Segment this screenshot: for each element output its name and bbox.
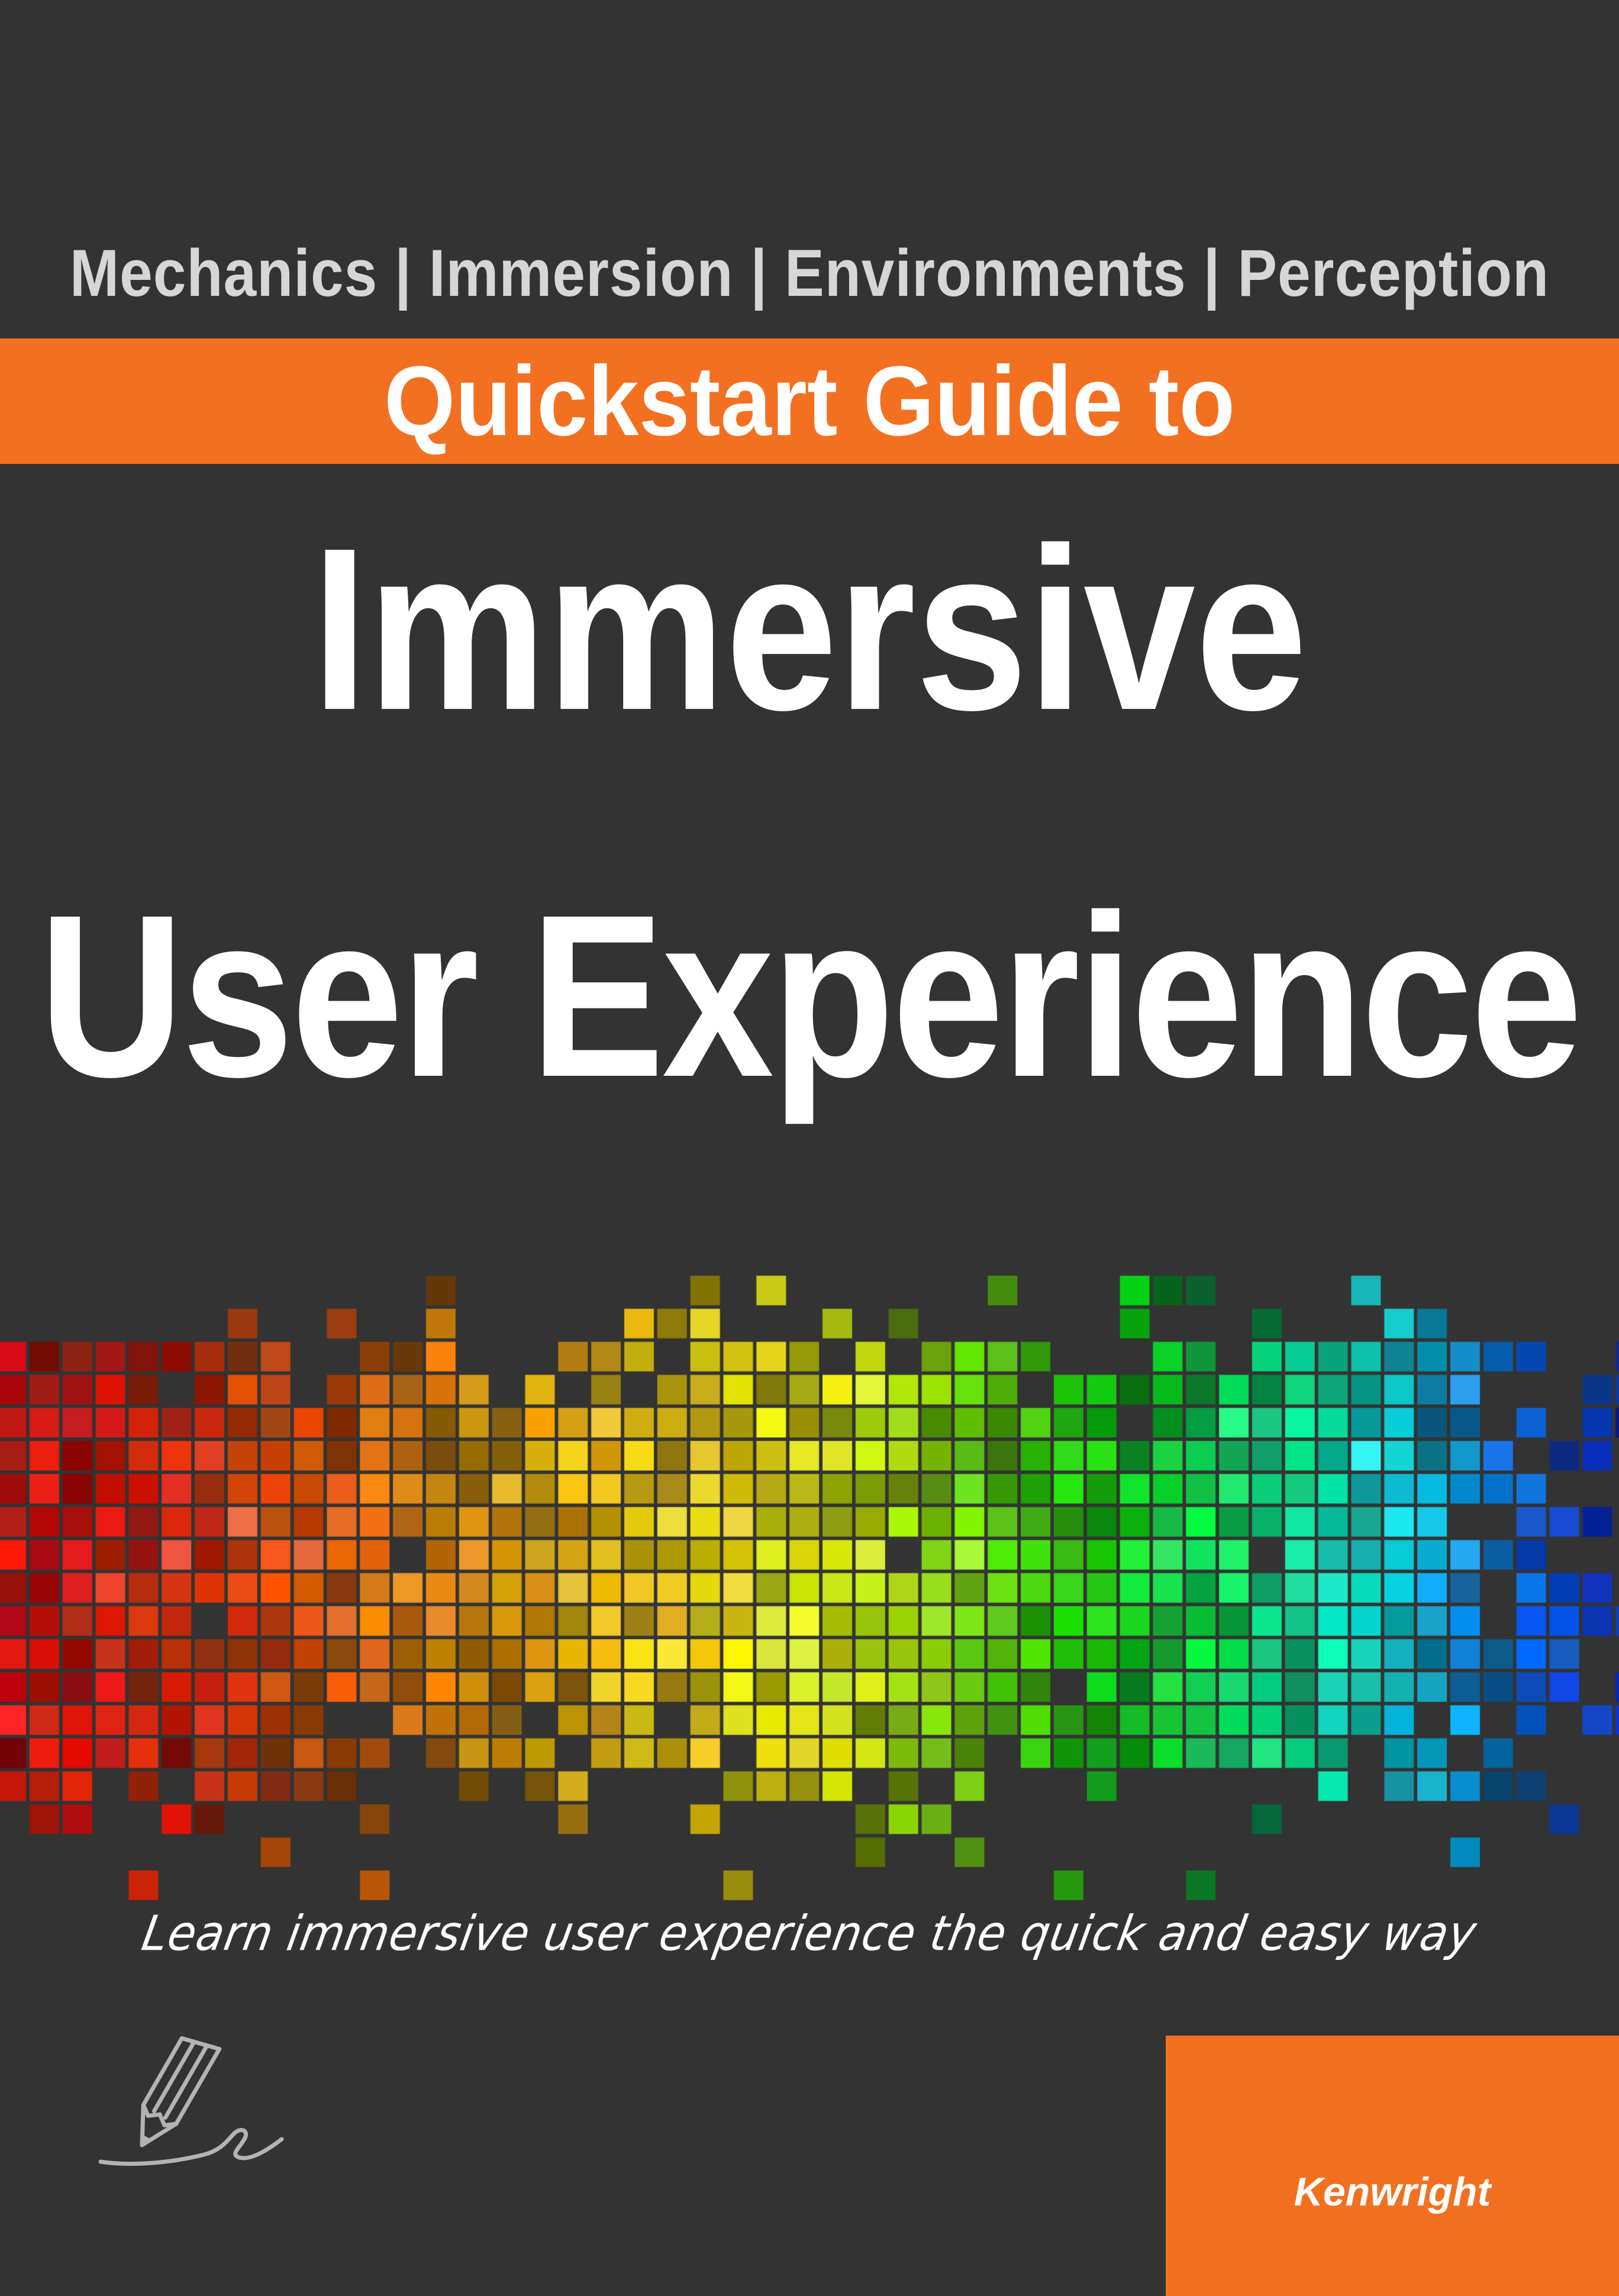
orange-banner: Quickstart Guide to [0,338,1619,464]
book-title-line2: User Experience [38,867,1583,1126]
rainbow-mosaic [0,1243,1619,1923]
banner-label: Quickstart Guide to [383,346,1236,456]
author-box: Kenwright [1166,2036,1619,2296]
book-title-line1: Immersive [311,500,1308,759]
category-topline: Mechanics | Immersion | Environments | P… [69,236,1550,311]
tagline: Learn immersive user experience the quic… [138,1904,1481,1962]
author-name: Kenwright [1294,2169,1491,2214]
pencil-icon [83,2009,296,2187]
